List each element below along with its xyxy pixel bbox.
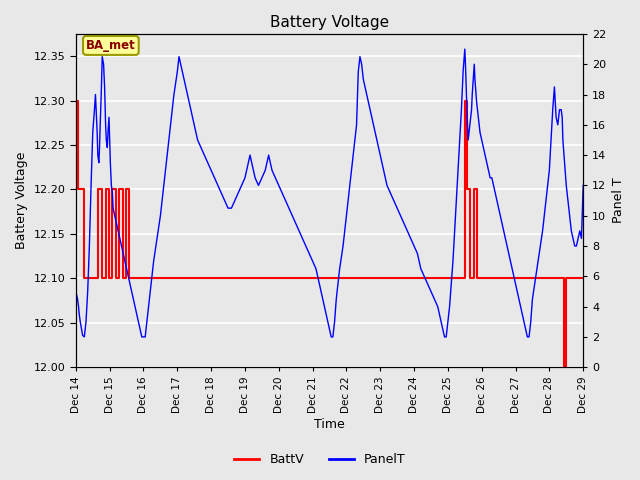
Legend: BattV, PanelT: BattV, PanelT [229, 448, 411, 471]
Y-axis label: Battery Voltage: Battery Voltage [15, 152, 28, 249]
Text: BA_met: BA_met [86, 39, 136, 52]
X-axis label: Time: Time [314, 419, 345, 432]
Title: Battery Voltage: Battery Voltage [270, 15, 389, 30]
Y-axis label: Panel T: Panel T [612, 178, 625, 223]
